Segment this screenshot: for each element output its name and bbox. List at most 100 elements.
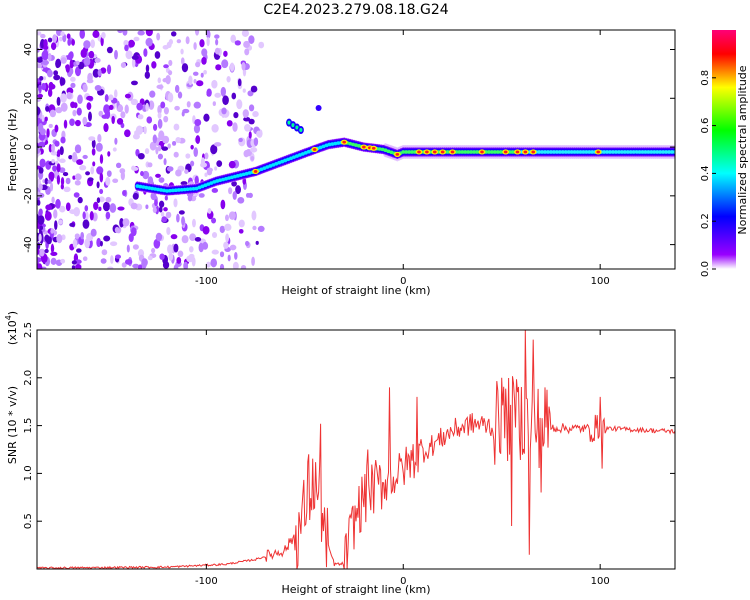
track-highlight-point [646, 150, 651, 154]
spectrogram-noise-point [198, 193, 205, 198]
spectrogram-noise-point [257, 225, 265, 232]
spectrogram-noise-point [153, 238, 161, 249]
spectrogram-noise-point [168, 39, 174, 45]
track-highlight-point [333, 141, 338, 146]
track-highlight-point [540, 150, 545, 154]
spectrogram-noise-point [52, 165, 57, 172]
snr-scale-exponent: 4 [4, 315, 13, 320]
track-peak-core-point [531, 150, 536, 154]
spectrogram-noise-point [200, 157, 206, 168]
spectrogram-noise-point [87, 177, 94, 182]
spectrogram-noise-point [50, 172, 54, 182]
spectrogram-noise-point [76, 159, 84, 165]
spectrogram-noise-point [37, 147, 41, 154]
spectrogram-y-axis: -40 -20 0 20 40 [23, 43, 675, 253]
spectrogram-noise-point [56, 30, 62, 37]
spectrogram-noise-point [52, 34, 58, 43]
y-tick-label: 20 [23, 92, 34, 105]
spectrogram-noise-point [195, 61, 201, 68]
track-highlight-point [162, 188, 167, 193]
y-tick-label: 0 [23, 144, 34, 150]
spectrogram-noise-point [55, 106, 63, 114]
spectrogram-noise-point [211, 123, 219, 133]
spectrogram-noise-point [103, 123, 109, 133]
spectrogram-noise-point [90, 166, 95, 175]
spectrogram-noise-point [79, 165, 87, 171]
spectrogram-noise-point [97, 69, 102, 77]
spectrogram-noise-point [223, 50, 228, 57]
spectrogram-noise-point [211, 232, 218, 238]
spectrogram-noise-point [82, 256, 88, 262]
spectrogram-noise-point [107, 266, 114, 269]
spectrogram-noise-point [224, 223, 232, 232]
spectrogram-noise-point [40, 33, 46, 39]
spectrogram-noise-point [241, 30, 249, 37]
spectrogram-noise-point [163, 158, 167, 166]
spectrogram-noise-point [110, 255, 114, 264]
track-highlight-point [401, 150, 406, 154]
spectrogram-noise-point [147, 255, 153, 261]
colorbar-gradient [712, 30, 736, 269]
spectrogram-noise-point [176, 213, 180, 223]
spectrogram-noise-point [114, 137, 118, 145]
spectrogram-noise-point [215, 64, 222, 71]
spectrogram-noise-point [174, 84, 180, 93]
spectrogram-noise-point [117, 30, 124, 34]
spectrogram-noise-point [84, 205, 89, 212]
spectrogram-noise-point [72, 239, 78, 249]
spectrogram-noise-point [38, 122, 44, 133]
spectrogram-noise-point [151, 247, 156, 254]
track-highlight-point [489, 150, 494, 154]
track-highlight-point [655, 150, 660, 154]
spectrogram-noise-point [212, 101, 216, 106]
spectrogram-noise-point [152, 134, 158, 144]
track-highlight-point [637, 150, 642, 154]
spectrogram-noise-point [136, 102, 143, 111]
spectrogram-noise-point [95, 142, 103, 152]
spectrogram-noise-point [73, 192, 80, 198]
spectrogram-noise-point [174, 105, 180, 111]
spectrogram-noise-point [253, 137, 259, 146]
spectrogram-noise-point [77, 94, 83, 105]
spectrogram-noise-point [193, 101, 201, 109]
spectrogram-noise-point [87, 72, 93, 83]
spectrogram-noise-point [76, 248, 82, 253]
colorbar-axis: 0.0 0.2 0.4 0.6 0.8 [700, 70, 716, 277]
spectrogram-noise-point [44, 248, 49, 254]
track-peak-core-point [312, 148, 317, 151]
spectrogram-noise-point [173, 243, 179, 253]
spectrogram-noise-point [163, 115, 169, 123]
spectrogram-noise-point [37, 242, 41, 250]
spectrogram-noise-point [37, 93, 44, 98]
track-branch-highlight [291, 123, 295, 128]
spectrogram-noise-point [258, 41, 265, 49]
spectrogram-noise-point [244, 48, 250, 56]
track-highlight-point [407, 150, 412, 154]
colorbar-tick-label: 0.0 [700, 261, 711, 277]
spectrogram-noise-point [162, 77, 169, 83]
spectrogram-noise-point [255, 240, 259, 245]
spectrogram-noise-point [131, 166, 139, 171]
spectrogram-noise-point [142, 170, 150, 180]
spectrogram-noise-point [211, 249, 219, 255]
snr-y-label: SNR (10 * v/v) [6, 386, 19, 464]
spectrogram-noise-point [56, 96, 61, 106]
spectrogram-noise-point [123, 39, 129, 47]
spectrogram-noise-point [101, 249, 108, 256]
spectrogram-noise-point [101, 32, 106, 39]
spectrogram-noise-point [194, 118, 202, 127]
spectrogram-noise-point [69, 59, 74, 70]
spectrogram-noise-point [38, 167, 44, 174]
spectrogram-noise-point [235, 185, 241, 195]
spectrogram-noise-point [190, 160, 195, 167]
spectrogram-noise-point [155, 173, 161, 178]
track-highlight-point [159, 188, 164, 192]
spectrogram-noise-point [160, 101, 166, 109]
spectrogram-noise-point [198, 242, 204, 253]
track-highlight-point [643, 150, 648, 154]
spectrogram-noise-point [119, 217, 124, 228]
spectrogram-noise-point [114, 49, 118, 60]
spectrogram-noise-point [221, 59, 229, 69]
track-highlight-point [156, 187, 161, 192]
track-peak-core-point [515, 150, 520, 154]
